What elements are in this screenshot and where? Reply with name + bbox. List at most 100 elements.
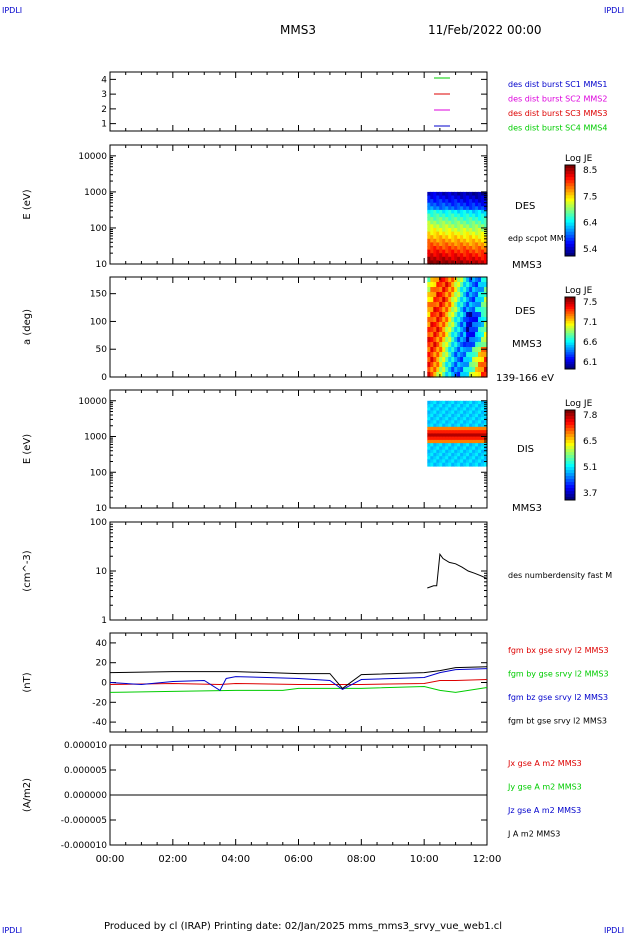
spectrogram-cell xyxy=(454,292,458,298)
spectrogram-cell xyxy=(475,452,479,457)
spectrogram-cell xyxy=(430,426,434,431)
x-tick-label: 00:00 xyxy=(96,854,125,865)
spectrogram-cell xyxy=(478,220,482,225)
spectrogram-cell xyxy=(466,282,470,288)
colorbar-segment xyxy=(565,464,575,468)
panel-right-label: MMS3 xyxy=(512,503,542,514)
spectrogram-cell xyxy=(451,260,455,265)
spectrogram-cell xyxy=(481,253,485,258)
spectrogram-cell xyxy=(445,357,449,363)
spectrogram-cell xyxy=(436,337,440,343)
spectrogram-cell xyxy=(442,195,446,200)
spectrogram-cell xyxy=(454,249,458,254)
spectrogram-cell xyxy=(472,209,476,215)
colorbar-segment xyxy=(565,301,575,305)
spectrogram-cell xyxy=(478,327,482,333)
spectrogram-cell xyxy=(457,282,461,288)
spectrogram-cell xyxy=(457,228,461,233)
spectrogram-cell xyxy=(451,297,455,303)
series-line xyxy=(109,666,488,690)
spectrogram-cell xyxy=(454,410,458,415)
colorbar-title: Log JE xyxy=(565,154,593,164)
spectrogram-cell xyxy=(430,302,434,308)
spectrogram-cell xyxy=(469,449,473,454)
spectrogram-cell xyxy=(463,191,467,197)
spectrogram-cell xyxy=(481,307,485,313)
spectrogram-cell xyxy=(478,312,482,318)
spectrogram-cell xyxy=(439,282,443,288)
spectrogram-cell xyxy=(472,372,476,378)
spectrogram-cell xyxy=(478,456,482,461)
spectrogram-cell xyxy=(439,433,443,438)
spectrogram-cell xyxy=(454,213,458,218)
colorbar-segment xyxy=(565,249,575,254)
spectrogram-cell xyxy=(445,342,449,348)
spectrogram-cell xyxy=(436,372,440,378)
colorbar-segment xyxy=(565,494,575,498)
spectrogram-cell xyxy=(436,362,440,368)
spectrogram-cell xyxy=(454,362,458,368)
colorbar-tick-label: 7.5 xyxy=(583,192,597,202)
spectrogram-cell xyxy=(427,456,431,461)
spectrogram-cell xyxy=(475,400,479,405)
spectrogram-cell xyxy=(466,423,470,428)
spectrogram-cell xyxy=(445,235,449,240)
spectrogram-cell xyxy=(448,362,452,368)
spectrogram-cell xyxy=(427,449,431,454)
spectrogram-cell xyxy=(469,332,473,338)
spectrogram-cell xyxy=(484,332,488,338)
spectrogram xyxy=(427,277,488,378)
spectrogram-cell xyxy=(469,426,473,431)
colorbar-segment xyxy=(565,313,575,317)
spectrogram-cell xyxy=(460,287,464,293)
spectrogram-cell xyxy=(451,292,455,298)
spectrogram-cell xyxy=(481,332,485,338)
spectrogram-cell xyxy=(484,352,488,358)
spectrogram-cell xyxy=(484,292,488,298)
spectrogram-cell xyxy=(475,413,479,418)
spectrogram-cell xyxy=(457,426,461,431)
spectrogram-cell xyxy=(472,426,476,431)
spectrogram-cell xyxy=(457,209,461,215)
series-line xyxy=(109,679,488,686)
spectrogram-cell xyxy=(454,220,458,225)
series-legend: Jy gse A m2 MMS3 xyxy=(507,783,582,792)
spectrogram-cell xyxy=(463,362,467,368)
spectrogram-cell xyxy=(457,292,461,298)
spectrogram-cell xyxy=(466,220,470,225)
spectrogram-cell xyxy=(481,449,485,454)
spectrogram-cell xyxy=(439,426,443,431)
spectrogram-cell xyxy=(442,287,446,293)
spectrogram-cell xyxy=(478,430,482,434)
colorbar-segment xyxy=(565,309,575,312)
spectrogram-cell xyxy=(430,322,434,328)
spectrogram-cell xyxy=(460,407,464,412)
spectrogram-cell xyxy=(466,413,470,418)
spectrogram-cell xyxy=(478,332,482,338)
spectrogram-cell xyxy=(481,317,485,323)
spectrogram-cell xyxy=(472,224,476,229)
spectrogram-cell xyxy=(433,410,437,415)
spectrogram-cell xyxy=(475,312,479,318)
spectrogram-cell xyxy=(457,242,461,247)
spectrogram-cell xyxy=(442,228,446,233)
spectrogram-cell xyxy=(451,462,455,467)
spectrogram-cell xyxy=(457,362,461,368)
colorbar-segment xyxy=(565,186,575,190)
spectrogram-cell xyxy=(475,202,479,207)
spectrogram-cell xyxy=(457,430,461,434)
spectrogram-cell xyxy=(445,206,449,211)
spectrogram-cell xyxy=(457,443,461,447)
spectrogram-cell xyxy=(427,407,431,412)
spectrogram-cell xyxy=(472,191,476,197)
spectrogram-cell xyxy=(436,420,440,425)
spectrogram-cell xyxy=(457,191,461,197)
spectrogram-cell xyxy=(445,452,449,457)
colorbar-segment xyxy=(565,171,575,175)
spectrogram-cell xyxy=(451,446,455,451)
spectrogram-cell xyxy=(430,452,434,457)
spectrogram-cell xyxy=(478,209,482,215)
spectrogram-cell xyxy=(436,253,440,258)
spectrogram-cell xyxy=(478,404,482,408)
spectrogram-cell xyxy=(472,446,476,451)
